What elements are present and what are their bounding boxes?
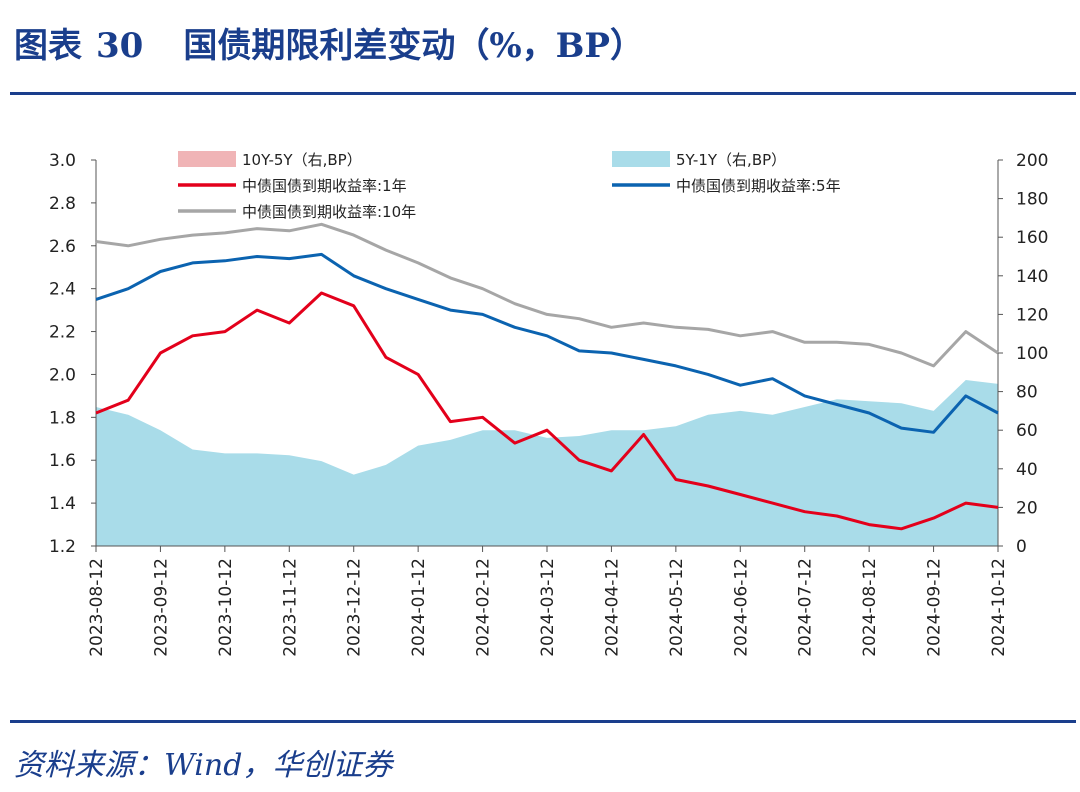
x-tick-label: 2023-12-12 [345, 558, 365, 657]
source-note: 资料来源：Wind，华创证券 [14, 748, 393, 783]
legend-swatch [612, 151, 670, 167]
right-tick-label: 60 [1016, 421, 1038, 441]
legend-label: 中债国债到期收益率:1年 [242, 177, 407, 195]
top-divider [10, 92, 1076, 95]
right-tick-label: 120 [1016, 305, 1048, 325]
legend-label: 5Y-1Y（右,BP） [676, 151, 786, 169]
right-tick-label: 200 [1016, 151, 1048, 171]
area-series-2 [96, 380, 998, 546]
line-series-1 [95, 291, 999, 531]
line-series-2 [95, 252, 999, 434]
right-tick-label: 40 [1016, 460, 1038, 480]
legend-label: 中债国债到期收益率:10年 [242, 203, 416, 221]
left-tick-label: 2.2 [49, 323, 76, 343]
line-series-3 [95, 222, 999, 368]
x-tick-label: 2023-09-12 [151, 558, 171, 657]
right-tick-label: 0 [1016, 537, 1027, 557]
right-tick-label: 80 [1016, 383, 1038, 403]
left-tick-label: 1.4 [49, 494, 76, 514]
x-tick-label: 2024-06-12 [731, 558, 751, 657]
left-tick-label: 2.4 [49, 280, 76, 300]
right-tick-label: 20 [1016, 498, 1038, 518]
x-tick-label: 2024-08-12 [860, 558, 880, 657]
x-tick-label: 2024-04-12 [602, 558, 622, 657]
x-tick-label: 2024-03-12 [538, 558, 558, 657]
x-tick-label: 2024-01-12 [409, 558, 429, 657]
x-tick-label: 2024-07-12 [796, 558, 816, 657]
x-tick-label: 2023-08-12 [87, 558, 107, 657]
left-tick-label: 2.8 [49, 194, 76, 214]
title-text: 国债期限利差变动（%，BP） [183, 26, 644, 66]
right-tick-label: 160 [1016, 228, 1048, 248]
left-tick-label: 1.2 [49, 537, 76, 557]
legend-swatch [178, 151, 236, 167]
right-tick-label: 180 [1016, 190, 1048, 210]
x-tick-label: 2024-02-12 [474, 558, 494, 657]
x-tick-label: 2024-10-12 [989, 558, 1009, 657]
x-tick-label: 2023-11-12 [280, 558, 300, 657]
right-tick-label: 140 [1016, 267, 1048, 287]
right-tick-label: 100 [1016, 344, 1048, 364]
left-tick-label: 2.6 [49, 237, 76, 257]
legend-label: 10Y-5Y（右,BP） [242, 151, 362, 169]
left-tick-label: 1.8 [49, 408, 76, 428]
title-prefix: 图表 [14, 26, 82, 66]
bottom-divider [10, 720, 1076, 723]
left-tick-label: 3.0 [49, 151, 76, 171]
x-tick-label: 2024-09-12 [925, 558, 945, 657]
left-tick-label: 2.0 [49, 365, 76, 385]
chart-canvas: 1.2 1.4 1.6 1.8 2.0 2.2 2.4 2.6 2.8 3.0 0 20 40 60 80 1… [49, 151, 1048, 657]
x-tick-label: 2023-10-12 [216, 558, 236, 657]
legend-label: 中债国债到期收益率:5年 [676, 177, 841, 195]
figure-number: 30 [96, 26, 144, 66]
x-tick-label: 2024-05-12 [667, 558, 687, 657]
left-tick-label: 1.6 [49, 451, 76, 471]
chart-title: 图表 30 国债期限利差变动（%，BP） [14, 18, 644, 67]
